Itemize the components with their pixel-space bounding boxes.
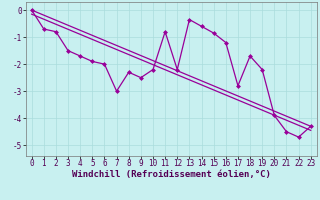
X-axis label: Windchill (Refroidissement éolien,°C): Windchill (Refroidissement éolien,°C) bbox=[72, 170, 271, 179]
